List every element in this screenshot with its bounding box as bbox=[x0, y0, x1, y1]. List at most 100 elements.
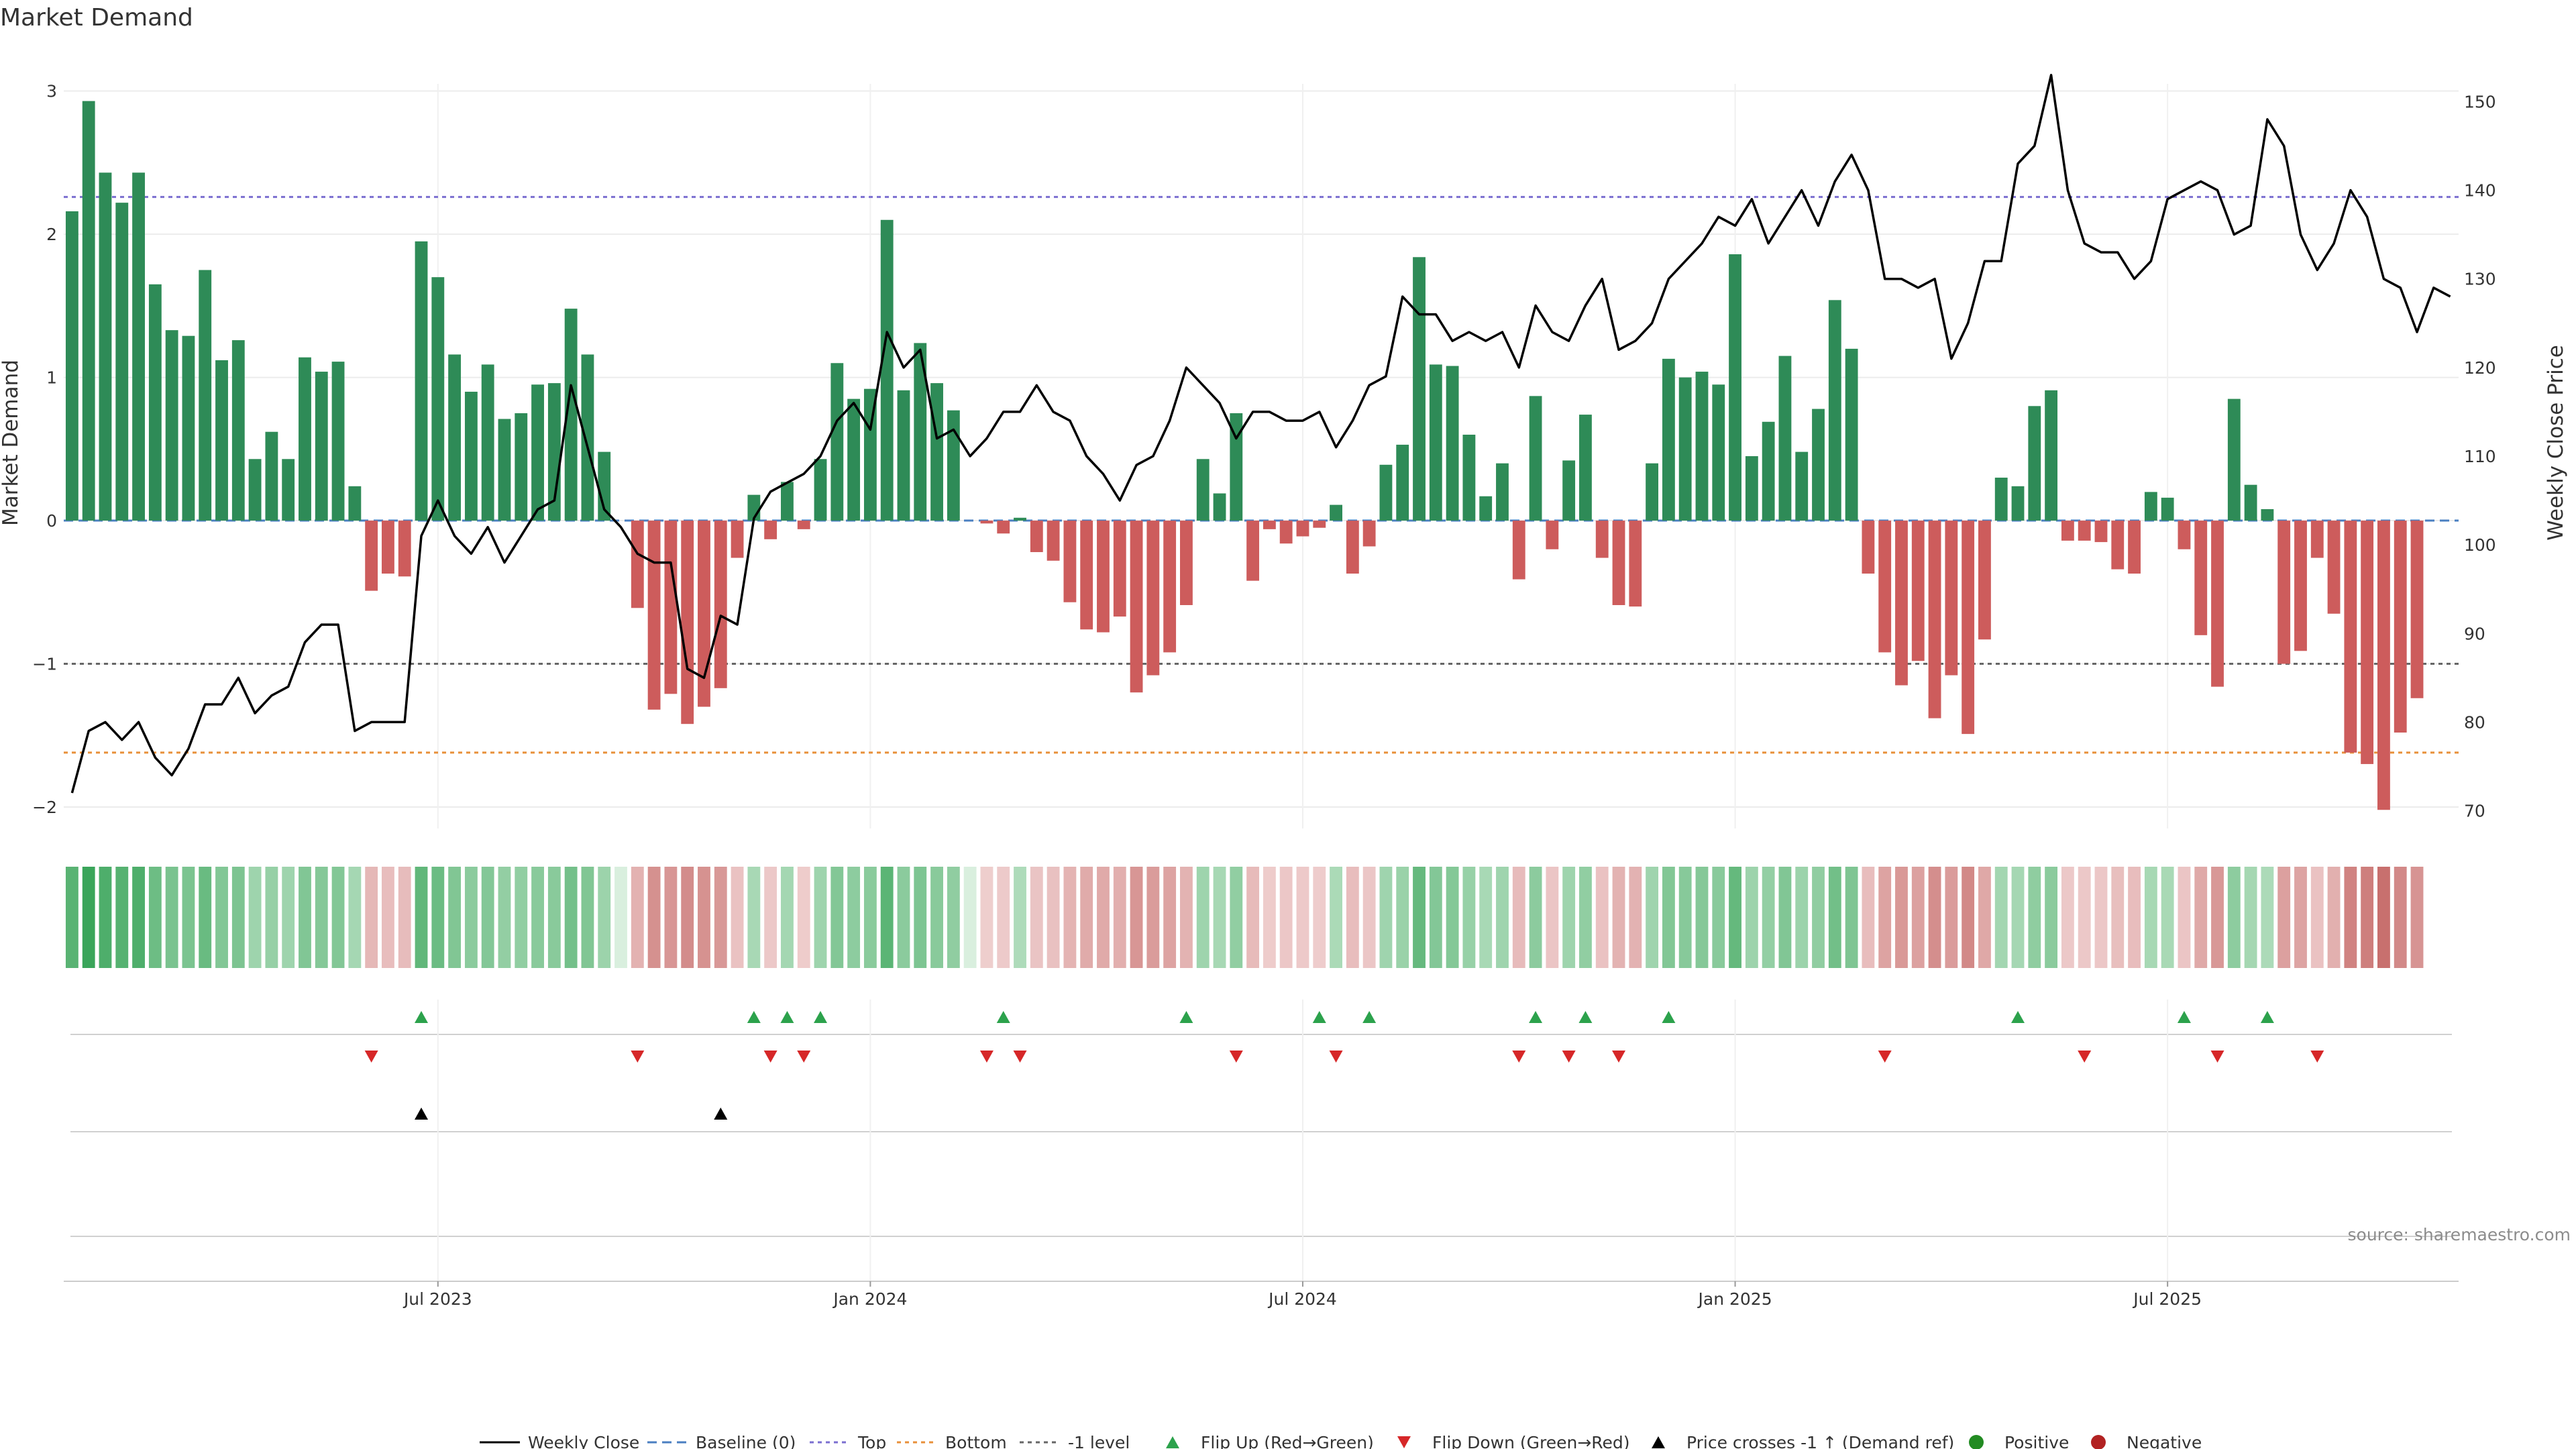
heat-cell bbox=[614, 867, 627, 968]
heat-cell bbox=[947, 867, 960, 968]
heat-cell bbox=[1994, 867, 2008, 968]
demand-bar-negative bbox=[2361, 521, 2374, 764]
demand-bar-positive bbox=[1712, 384, 1725, 521]
heat-cell bbox=[182, 867, 195, 968]
source-label: source: sharemaestro.com bbox=[2348, 1225, 2571, 1244]
legend-swatch-dot bbox=[2091, 1435, 2106, 1449]
flip-up-marker bbox=[1662, 1011, 1676, 1023]
demand-bar-positive bbox=[431, 277, 445, 521]
heat-cell bbox=[148, 867, 162, 968]
heat-cell bbox=[863, 867, 877, 968]
heat-cell bbox=[564, 867, 578, 968]
demand-bar-positive bbox=[1678, 377, 1692, 521]
heat-cell bbox=[299, 867, 311, 968]
flip-down-marker bbox=[1562, 1051, 1576, 1063]
flip-up-marker bbox=[1312, 1011, 1326, 1023]
heat-cell bbox=[2344, 867, 2357, 968]
heat-cell bbox=[2361, 867, 2374, 968]
flip-up-marker bbox=[1179, 1011, 1193, 1023]
heat-cell bbox=[1446, 867, 1459, 968]
demand-bar-negative bbox=[647, 521, 661, 710]
heat-cell bbox=[747, 867, 761, 968]
heat-cell bbox=[265, 867, 278, 968]
flip-down-marker bbox=[979, 1051, 994, 1063]
heat-cell bbox=[598, 867, 611, 968]
heat-cell bbox=[1196, 867, 1210, 968]
demand-bar-positive bbox=[65, 211, 78, 521]
demand-bar-positive bbox=[581, 354, 594, 521]
heat-cell bbox=[2277, 867, 2291, 968]
demand-bar-positive bbox=[1429, 364, 1442, 521]
legend-item-cross: Price crosses -1 ↑ (Demand ref) bbox=[1652, 1433, 1954, 1449]
demand-bar-negative bbox=[2128, 521, 2141, 574]
demand-bar-negative bbox=[1180, 521, 1193, 605]
y-tick-label: −2 bbox=[32, 798, 57, 817]
flip-up-marker bbox=[2177, 1011, 2191, 1023]
demand-bar-negative bbox=[1962, 521, 1975, 735]
heat-cell bbox=[1313, 867, 1326, 968]
demand-bar-positive bbox=[1330, 504, 1342, 521]
x-tick-label: Jan 2024 bbox=[832, 1289, 907, 1309]
demand-bar-positive bbox=[132, 172, 145, 521]
flip-down-marker bbox=[797, 1051, 811, 1063]
heat-cell bbox=[1046, 867, 1060, 968]
legend-item-baseline: Baseline (0) bbox=[647, 1433, 796, 1449]
y2-tick-label: 100 bbox=[2464, 535, 2496, 555]
legend-label: Price crosses -1 ↑ (Demand ref) bbox=[1686, 1433, 1954, 1449]
heat-cell bbox=[963, 867, 977, 968]
demand-bar-positive bbox=[315, 372, 328, 521]
heat-cell bbox=[1396, 867, 1409, 968]
heat-cell bbox=[1662, 867, 1675, 968]
heat-cell bbox=[681, 867, 694, 968]
heat-cell bbox=[1595, 867, 1609, 968]
demand-bar-positive bbox=[830, 363, 844, 521]
demand-bar-negative bbox=[1313, 521, 1326, 528]
y2-tick-label: 80 bbox=[2464, 712, 2485, 732]
demand-bar-positive bbox=[1479, 496, 1493, 521]
demand-bar-positive bbox=[481, 364, 494, 521]
heat-cell bbox=[1146, 867, 1160, 968]
heat-cell bbox=[515, 867, 528, 968]
heat-cell bbox=[215, 867, 228, 968]
demand-bar-positive bbox=[1994, 478, 2008, 521]
heat-cell bbox=[797, 867, 810, 968]
demand-bar-negative bbox=[631, 521, 644, 608]
legend-label: Bottom bbox=[945, 1433, 1007, 1449]
heat-cell bbox=[448, 867, 462, 968]
demand-bar-negative bbox=[2194, 521, 2208, 635]
heat-cell bbox=[1745, 867, 1758, 968]
demand-bar-positive bbox=[1230, 413, 1243, 521]
demand-bar-negative bbox=[1546, 521, 1559, 549]
demand-bar-positive bbox=[1762, 421, 1775, 521]
flip-up-marker bbox=[780, 1011, 794, 1023]
demand-bar-negative bbox=[1862, 521, 1875, 574]
demand-bar-positive bbox=[814, 459, 827, 521]
demand-bar-negative bbox=[1097, 521, 1110, 633]
legend-swatch-triangle bbox=[1397, 1436, 1411, 1448]
heat-cell bbox=[498, 867, 511, 968]
legend-label: Negative bbox=[2127, 1433, 2202, 1449]
y-tick-label: 0 bbox=[46, 511, 57, 531]
heat-cell bbox=[2028, 867, 2041, 968]
heat-cell bbox=[814, 867, 827, 968]
legend-item-weekly_close: Weekly Close bbox=[480, 1433, 639, 1449]
demand-bar-negative bbox=[1346, 521, 1359, 574]
flip-down-marker bbox=[763, 1051, 777, 1063]
heat-cell bbox=[1845, 867, 1858, 968]
demand-bar-positive bbox=[863, 388, 877, 521]
heat-cell bbox=[1296, 867, 1309, 968]
demand-bar-positive bbox=[165, 330, 178, 521]
heat-cell bbox=[830, 867, 844, 968]
demand-bar-positive bbox=[231, 340, 245, 521]
demand-bar-negative bbox=[1030, 521, 1043, 553]
y2-tick-label: 140 bbox=[2464, 181, 2496, 201]
heat-cell bbox=[1579, 867, 1592, 968]
demand-bar-negative bbox=[2078, 521, 2091, 541]
flip-down-marker bbox=[1229, 1051, 1243, 1063]
demand-bar-negative bbox=[714, 521, 727, 688]
demand-bar-positive bbox=[1396, 444, 1409, 521]
heat-cell bbox=[997, 867, 1010, 968]
y2-tick-label: 90 bbox=[2464, 624, 2485, 643]
heat-cell bbox=[165, 867, 178, 968]
demand-bar-positive bbox=[880, 219, 894, 521]
